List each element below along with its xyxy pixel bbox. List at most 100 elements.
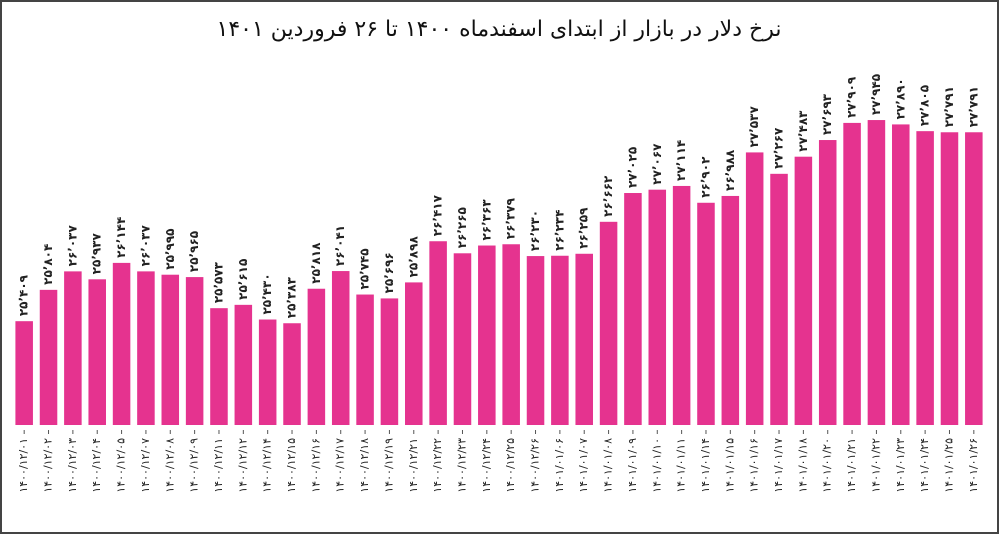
bar (892, 124, 910, 426)
x-tick-label: ۱۴۰۰/۱۲/۰۷ (139, 438, 152, 493)
bar (770, 173, 788, 425)
bar (453, 253, 472, 425)
bar (88, 279, 106, 425)
bar (624, 193, 642, 425)
x-tick-label: ۱۴۰۰/۱۲/۲۱ (407, 438, 420, 493)
bar (721, 195, 740, 425)
bar (258, 319, 277, 425)
x-tick-label: ۱۴۰۰/۱۲/۰۲ (42, 438, 55, 493)
value-label: ۲۶٬۲۳۰ (528, 210, 542, 251)
value-label: ۲۷٬۴۸۳ (796, 110, 810, 152)
bar (478, 245, 496, 425)
value-label: ۲۵٬۴۰۹ (17, 274, 31, 316)
bar (112, 262, 131, 425)
value-label: ۲۵٬۸۹۸ (406, 236, 420, 278)
x-tick-label: ۱۴۰۱/۰۱/۰۷ (577, 438, 590, 493)
x-tick-label: ۱۴۰۰/۱۲/۲۶ (529, 438, 542, 493)
x-tick-label: ۱۴۰۱/۰۱/۰۶ (553, 438, 566, 493)
x-tick-label: ۱۴۰۰/۱۲/۱۴ (261, 438, 274, 493)
bar (39, 289, 58, 425)
x-tick-label: ۱۴۰۱/۰۱/۲۴ (918, 438, 931, 493)
x-tick-label: ۱۴۰۰/۱۲/۲۴ (480, 438, 493, 493)
bar (867, 120, 886, 425)
bar (575, 253, 593, 425)
value-label: ۲۷٬۷۹۱ (942, 86, 956, 127)
x-tick-label: ۱۴۰۰/۱۲/۰۸ (163, 438, 176, 493)
bar (599, 221, 618, 425)
bar (307, 288, 326, 425)
x-tick-label: ۱۴۰۰/۱۲/۲۳ (455, 438, 468, 493)
bar (234, 304, 253, 425)
value-label: ۲۶٬۴۱۷ (431, 194, 445, 236)
value-label: ۲۵٬۹۳۷ (90, 232, 104, 274)
bar (648, 189, 667, 425)
value-label: ۲۷٬۰۲۵ (625, 147, 639, 188)
x-tick-label: ۱۴۰۰/۱۲/۲۲ (431, 438, 444, 493)
value-label: ۲۷٬۲۶۷ (772, 127, 786, 169)
value-label: ۲۶٬۲۶۵ (455, 207, 469, 248)
x-tick-label: ۱۴۰۰/۱۲/۱۵ (285, 438, 298, 493)
bar (965, 132, 983, 426)
bar (697, 202, 715, 425)
value-label: ۲۶٬۰۳۷ (65, 225, 79, 267)
bar (210, 308, 228, 425)
bar (64, 271, 82, 425)
x-tick-label: ۱۴۰۱/۰۱/۲۱ (845, 438, 858, 493)
value-label: ۲۷٬۹۰۹ (845, 76, 859, 118)
x-tick-label: ۱۴۰۱/۰۱/۰۸ (602, 438, 615, 493)
x-tick-label: ۱۴۰۱/۰۱/۲۶ (967, 438, 980, 493)
value-label: ۲۵٬۶۹۶ (382, 252, 396, 293)
x-tick-label: ۱۴۰۰/۱۲/۱۶ (309, 438, 322, 493)
x-tick-label: ۱۴۰۱/۰۱/۰۹ (626, 438, 639, 493)
value-label: ۲۶٬۰۳۷ (138, 225, 152, 267)
value-label: ۲۷٬۶۹۳ (820, 93, 834, 135)
value-label: ۲۵٬۸۰۴ (41, 244, 55, 285)
x-tick-label: ۱۴۰۰/۱۲/۱۱ (212, 438, 225, 493)
value-label: ۲۶٬۲۳۴ (552, 210, 566, 251)
bar (843, 122, 861, 426)
x-tick-label: ۱۴۰۰/۱۲/۲۵ (504, 438, 517, 493)
x-tick-label: ۱۴۰۰/۱۲/۰۳ (66, 438, 79, 493)
value-label: ۲۶٬۹۸۸ (723, 149, 737, 191)
value-label: ۲۵٬۶۱۵ (236, 259, 250, 300)
x-tick-label: ۱۴۰۱/۰۱/۲۵ (942, 438, 955, 493)
bar (940, 132, 959, 426)
bar (818, 140, 837, 425)
bar (526, 256, 545, 425)
value-label: ۲۶٬۹۰۲ (698, 156, 712, 198)
x-tick-label: ۱۴۰۱/۰۱/۲۰ (821, 438, 834, 493)
value-label: ۲۶٬۱۴۴ (114, 217, 128, 258)
bar (916, 131, 934, 426)
x-tick-label: ۱۴۰۱/۰۱/۲۳ (894, 438, 907, 493)
bar (745, 152, 764, 425)
bar (15, 321, 33, 425)
x-tick-label: ۱۴۰۱/۰۱/۱۱ (675, 438, 688, 493)
value-label: ۲۶٬۰۴۱ (333, 225, 347, 266)
value-label: ۲۵٬۷۴۵ (358, 248, 372, 289)
x-tick-label: ۱۴۰۱/۰۱/۱۴ (699, 438, 712, 493)
x-tick-label: ۱۴۰۰/۱۲/۱۹ (382, 438, 395, 493)
value-label: ۲۵٬۴۳۰ (260, 273, 274, 314)
value-label: ۲۷٬۰۶۷ (650, 143, 664, 185)
chart-title: نرخ دلار در بازار از ابتدای اسفندماه ۱۴۰… (217, 17, 782, 42)
x-tick-label: ۱۴۰۰/۱۲/۱۸ (358, 438, 371, 493)
bar (794, 156, 813, 425)
x-tick-label: ۱۴۰۰/۱۲/۱۲ (236, 438, 249, 493)
value-label: ۲۶٬۳۷۹ (504, 197, 518, 239)
value-label: ۲۷٬۷۹۱ (966, 86, 980, 127)
value-label: ۲۷٬۸۰۵ (918, 85, 932, 126)
bar (405, 282, 423, 425)
value-label: ۲۶٬۶۶۲ (601, 175, 615, 217)
bar (551, 255, 569, 425)
value-label: ۲۵٬۸۱۸ (309, 242, 323, 284)
bar (185, 277, 204, 425)
bar (429, 241, 447, 425)
x-tick-label: ۱۴۰۰/۱۲/۰۱ (17, 438, 30, 493)
value-label: ۲۵٬۵۷۳ (211, 261, 225, 303)
x-tick-label: ۱۴۰۱/۰۱/۱۰ (650, 438, 663, 493)
bar (161, 274, 180, 425)
value-label: ۲۶٬۲۵۹ (577, 207, 591, 249)
bar (137, 271, 155, 425)
x-tick-label: ۱۴۰۱/۰۱/۱۵ (723, 438, 736, 493)
